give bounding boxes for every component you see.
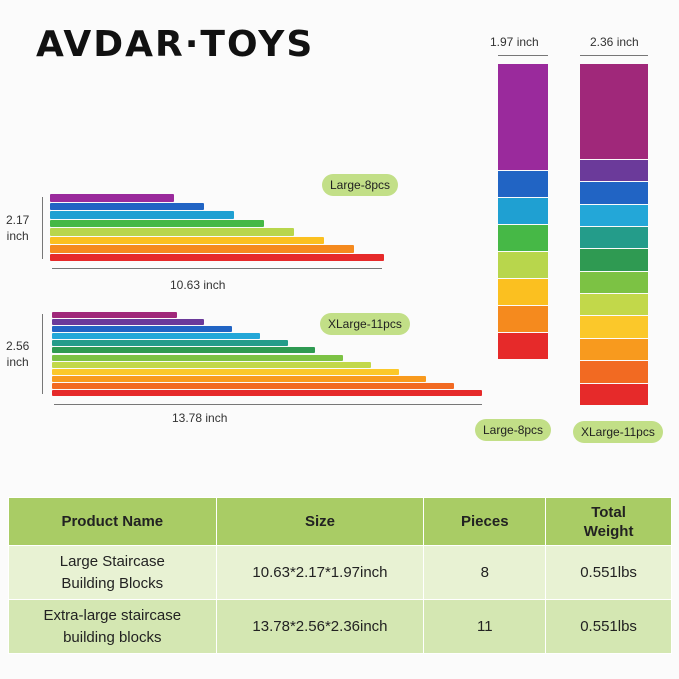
stack-tile <box>498 305 548 332</box>
header-pieces: Pieces <box>423 497 547 546</box>
cell-product-name: Large Staircase Building Blocks <box>8 545 217 600</box>
large-length-label: 10.63 inch <box>170 278 226 292</box>
stack-tile <box>498 170 548 197</box>
brand-logo: AVDAR·TOYS <box>36 24 315 65</box>
large-height-label: 2.17 inch <box>6 213 30 243</box>
cell-pieces: 11 <box>423 599 547 654</box>
staircase-stick <box>50 245 354 253</box>
xlarge-badge: XLarge-11pcs <box>320 313 410 335</box>
stack-tile <box>580 294 648 316</box>
staircase-stick <box>50 211 234 219</box>
stack-tile <box>580 204 648 226</box>
xlarge-width-label: 2.36 inch <box>590 35 639 49</box>
staircase-stick <box>52 354 344 361</box>
stack-tile <box>498 251 548 278</box>
stack-tile <box>580 249 648 271</box>
large-badge: Large-8pcs <box>322 174 399 196</box>
cell-weight: 0.551lbs <box>545 599 672 654</box>
staircase-stick <box>50 236 324 244</box>
cell-size: 10.63*2.17*1.97inch <box>215 545 425 600</box>
header-size: Size <box>215 497 425 546</box>
staircase-stick <box>52 389 482 396</box>
stack-tile <box>498 224 548 251</box>
staircase-stick <box>52 326 233 333</box>
large-stack-image <box>498 64 548 360</box>
xlarge-length-label: 13.78 inch <box>172 411 228 425</box>
table-header-row: Product Name Size Pieces Total Weight <box>8 497 672 546</box>
stack-tile <box>498 332 548 359</box>
xlarge-height-line <box>42 314 43 394</box>
large-length-line <box>52 268 382 269</box>
xlarge-height-label: 2.56 inch <box>6 339 30 369</box>
header-product-name: Product Name <box>8 497 217 546</box>
stack-tile <box>580 182 648 204</box>
stack-tile <box>580 226 648 249</box>
xlarge-stack-image <box>580 64 648 406</box>
large-height-line <box>42 197 43 259</box>
staircase-stick <box>50 253 384 261</box>
staircase-stick <box>52 347 316 354</box>
stack-tile <box>580 361 648 383</box>
stack-tile <box>580 338 648 361</box>
staircase-stick <box>52 312 177 319</box>
stack-tile <box>580 64 648 159</box>
xlarge-length-line <box>54 404 482 405</box>
stack-tile <box>580 271 648 294</box>
stack-tile <box>498 197 548 224</box>
staircase-stick <box>52 382 455 389</box>
stack-tile <box>580 383 648 405</box>
cell-size: 13.78*2.56*2.36inch <box>215 599 425 654</box>
table-row: Extra-large staircase building blocks 13… <box>8 599 672 654</box>
staircase-stick <box>52 368 399 375</box>
xlarge-width-line <box>580 55 648 56</box>
large-width-label: 1.97 inch <box>490 35 539 49</box>
large-width-line <box>498 55 548 56</box>
staircase-stick <box>52 319 205 326</box>
staircase-stick <box>52 340 288 347</box>
xlarge-staircase-image <box>52 312 482 397</box>
stack-tile <box>498 64 548 170</box>
xlarge-stack-badge: XLarge-11pcs <box>573 421 663 443</box>
table-row: Large Staircase Building Blocks 10.63*2.… <box>8 545 672 600</box>
large-staircase-image <box>50 194 384 262</box>
stack-tile <box>498 278 548 305</box>
spec-table: Product Name Size Pieces Total Weight La… <box>8 497 672 654</box>
stack-tile <box>580 159 648 182</box>
staircase-stick <box>52 361 371 368</box>
cell-pieces: 8 <box>423 545 547 600</box>
staircase-stick <box>50 194 174 202</box>
staircase-stick <box>52 375 427 382</box>
staircase-stick <box>50 202 204 210</box>
cell-product-name: Extra-large staircase building blocks <box>8 599 217 654</box>
large-stack-badge: Large-8pcs <box>475 419 552 441</box>
staircase-stick <box>50 228 294 236</box>
cell-weight: 0.551lbs <box>545 545 672 600</box>
stack-tile <box>580 316 648 338</box>
header-total-weight: Total Weight <box>545 497 672 546</box>
staircase-stick <box>52 333 260 340</box>
staircase-stick <box>50 219 264 227</box>
